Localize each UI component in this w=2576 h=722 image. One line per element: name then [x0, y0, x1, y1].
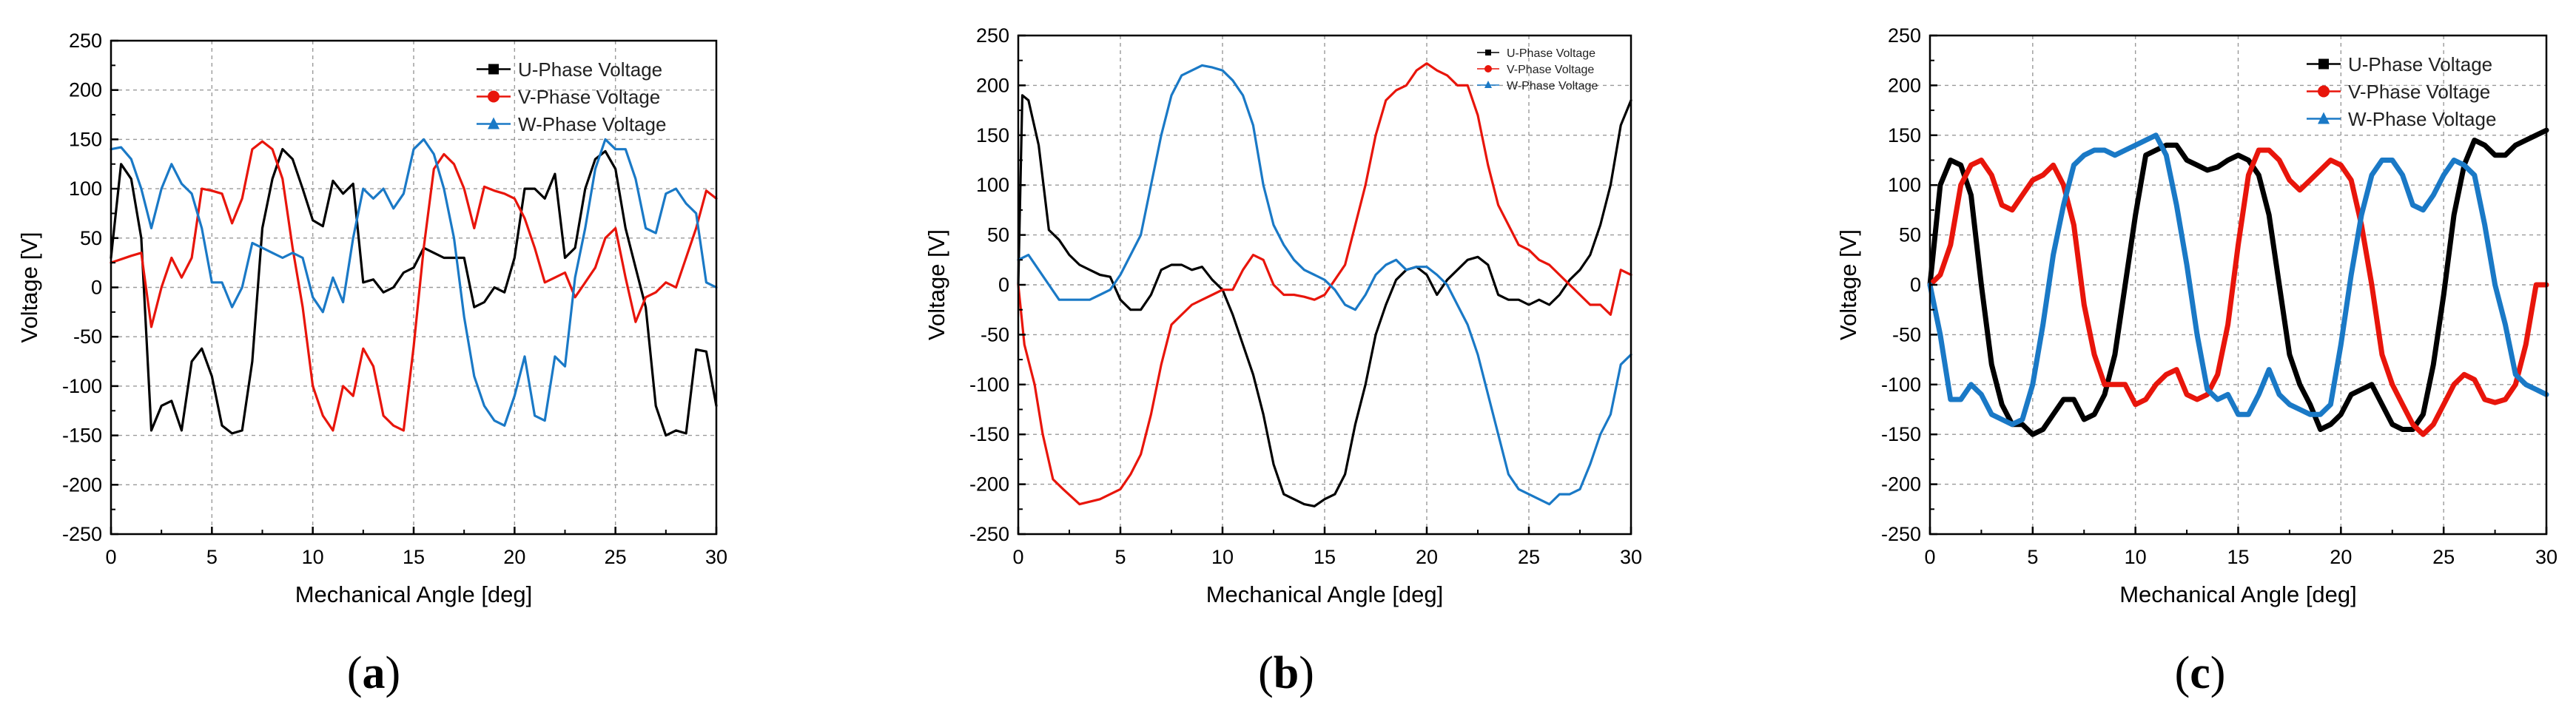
x-axis-label: Mechanical Angle [deg] — [295, 581, 533, 607]
panel-label: (c) — [2175, 648, 2226, 698]
series-line-v-phase — [1017, 62, 1632, 506]
legend-entry-label: U-Phase Voltage — [1507, 47, 1595, 60]
legend-entry-label: W-Phase Voltage — [1507, 80, 1598, 92]
legend-circle-marker — [2318, 85, 2330, 98]
y-tick-label: -200 — [62, 473, 102, 496]
panel-label: (a) — [347, 648, 400, 698]
x-tick-label: 20 — [503, 546, 525, 568]
legend: U-Phase Voltage V-Phase Voltage W-Phase Vo… — [1477, 47, 1598, 92]
y-tick-label: -100 — [62, 375, 102, 397]
x-tick-label: 0 — [1924, 546, 1935, 568]
series-line-v-phase — [1927, 147, 2549, 437]
series-line-w-phase — [110, 138, 718, 427]
y-tick-label: 100 — [976, 174, 1009, 196]
y-axis-label: Voltage [V] — [1835, 229, 1861, 340]
x-tick-label: 25 — [2432, 546, 2455, 568]
x-tick-label: 20 — [1416, 546, 1438, 568]
chart-panel-a: 0 5 10 15 20 25 30 -250 -200 -150 -100 -50 0 50 100 150… — [16, 30, 727, 698]
y-axis-label: Voltage [V] — [16, 232, 42, 343]
x-tick-label: 10 — [1211, 546, 1234, 568]
y-tick-label: -200 — [1881, 473, 1921, 496]
x-tick-label: 0 — [105, 546, 116, 568]
legend-entry-label: W-Phase Voltage — [518, 113, 666, 135]
y-tick-label: 100 — [69, 178, 102, 200]
chart-panel-c: 0 5 10 15 20 25 30 -250 -200 -150 -100 -50 0 50 100 150… — [1835, 24, 2557, 698]
y-tick-label: 100 — [1888, 174, 1921, 196]
legend-triangle-marker — [2318, 112, 2330, 124]
y-tick-label: 50 — [1899, 224, 1921, 246]
legend: U-Phase Voltage V-Phase Voltage W-Phase Vo… — [477, 58, 666, 135]
y-tick-label: -50 — [981, 323, 1009, 345]
y-tick-label: 200 — [976, 74, 1009, 96]
y-tick-label: 0 — [1910, 274, 1921, 296]
y-tick-label: 150 — [976, 124, 1009, 146]
y-tick-label: -250 — [62, 523, 102, 545]
legend-entry-label: U-Phase Voltage — [518, 58, 662, 81]
y-tick-label: -150 — [62, 425, 102, 447]
legend-circle-marker — [488, 90, 500, 103]
x-tick-label: 15 — [2227, 546, 2249, 568]
y-tick-label: 50 — [80, 227, 102, 249]
y-tick-label: -150 — [969, 423, 1009, 445]
x-tick-label: 10 — [302, 546, 324, 568]
y-tick-label: 150 — [69, 128, 102, 150]
x-tick-label: 15 — [403, 546, 425, 568]
y-axis-label: Voltage [V] — [924, 229, 949, 340]
x-tick-label: 15 — [1314, 546, 1336, 568]
x-tick-label: 25 — [605, 546, 627, 568]
x-tick-label: 25 — [1518, 546, 1540, 568]
y-tick-label: -100 — [969, 374, 1009, 396]
y-tick-label: -250 — [969, 523, 1009, 545]
y-tick-label: 0 — [998, 274, 1009, 296]
legend-circle-marker — [1484, 65, 1492, 72]
x-tick-label: 10 — [2125, 546, 2147, 568]
series-line-v-phase — [110, 140, 718, 432]
y-tick-label: 200 — [69, 79, 102, 101]
legend-triangle-marker — [488, 117, 500, 129]
legend-entry-label: V-Phase Voltage — [2348, 81, 2490, 103]
y-tick-label: -200 — [969, 473, 1009, 496]
legend-square-marker — [2318, 58, 2329, 70]
y-tick-label: -50 — [73, 325, 102, 348]
x-tick-label: 5 — [1114, 546, 1126, 568]
x-tick-label: 30 — [1620, 546, 1642, 568]
x-axis-label: Mechanical Angle [deg] — [1206, 581, 1444, 607]
legend-triangle-marker — [1484, 81, 1492, 88]
y-tick-label: -50 — [1892, 323, 1921, 345]
x-axis-label: Mechanical Angle [deg] — [2119, 581, 2357, 607]
x-tick-label: 5 — [2027, 546, 2038, 568]
x-tick-label: 30 — [2535, 546, 2557, 568]
series-line-w-phase — [1927, 132, 2549, 428]
x-tick-label: 0 — [1012, 546, 1023, 568]
y-tick-label: 0 — [91, 277, 102, 299]
series-line-w-phase — [1017, 64, 1632, 506]
legend-entry-label: V-Phase Voltage — [1507, 64, 1594, 76]
panel-label: (b) — [1258, 648, 1314, 698]
x-tick-label: 20 — [2330, 546, 2352, 568]
legend-square-marker — [1485, 50, 1491, 55]
y-tick-label: 200 — [1888, 74, 1921, 96]
y-tick-label: 250 — [69, 30, 102, 52]
y-tick-label: 250 — [1888, 24, 1921, 47]
x-tick-label: 30 — [705, 546, 727, 568]
legend-entry-label: W-Phase Voltage — [2348, 108, 2496, 130]
y-tick-label: -250 — [1881, 523, 1921, 545]
chart-panel-b: 0 5 10 15 20 25 30 -250 -200 -150 -100 -50 0 50 100 150… — [924, 24, 1642, 698]
legend-entry-label: V-Phase Voltage — [518, 86, 660, 108]
series-line-u-phase — [1017, 94, 1632, 507]
x-tick-label: 5 — [206, 546, 218, 568]
legend-entry-label: U-Phase Voltage — [2348, 53, 2492, 75]
series-line-u-phase — [110, 148, 718, 437]
legend: U-Phase Voltage V-Phase Voltage W-Phase Vo… — [2307, 53, 2496, 130]
y-tick-label: 250 — [976, 24, 1009, 47]
series-line-u-phase — [1927, 127, 2549, 437]
y-tick-label: 150 — [1888, 124, 1921, 146]
legend-square-marker — [488, 64, 499, 75]
y-tick-label: -100 — [1881, 374, 1921, 396]
y-tick-label: -150 — [1881, 423, 1921, 445]
y-tick-label: 50 — [987, 224, 1009, 246]
